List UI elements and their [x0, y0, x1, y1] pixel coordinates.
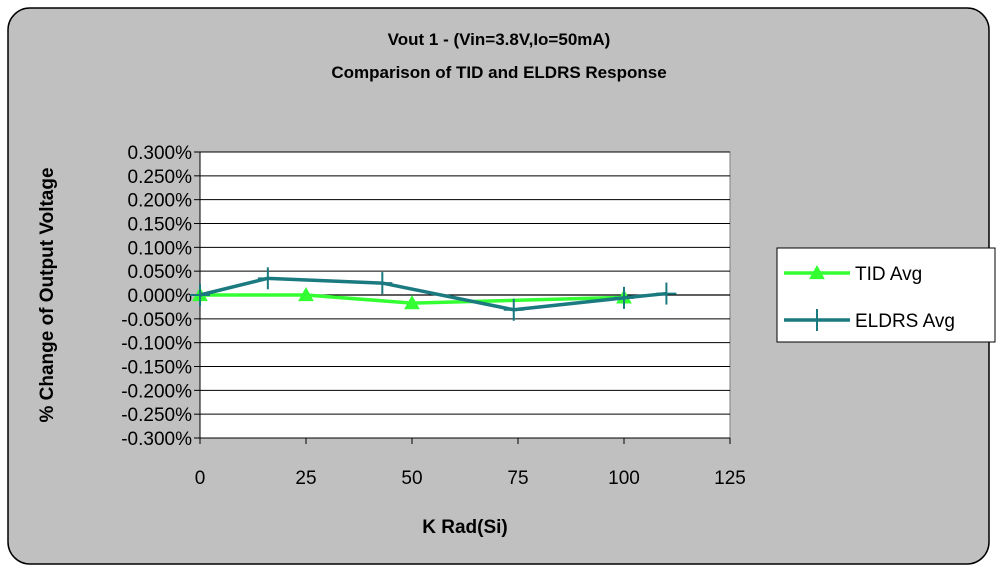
legend: TID Avg ELDRS Avg [784, 264, 955, 332]
legend-entry: TID Avg [784, 264, 922, 285]
x-tick-label: 25 [295, 468, 316, 489]
legend-label: ELDRS Avg [855, 311, 955, 332]
y-tick-label: 0.150% [128, 215, 193, 236]
x-tick-label: 125 [714, 468, 746, 489]
y-tick-label: -0.250% [121, 405, 192, 426]
x-tick-label: 75 [507, 468, 528, 489]
y-tick-label: 0.200% [128, 191, 193, 212]
y-tick-label: 0.300% [128, 143, 193, 164]
x-tick-label: 100 [608, 468, 640, 489]
series-line [200, 293, 625, 305]
data-point-marker [809, 264, 825, 280]
y-axis-title: % Change of Output Voltage [37, 167, 58, 422]
y-tick-label: 0.250% [128, 167, 193, 188]
series-layer [190, 267, 677, 321]
legend-box [776, 247, 996, 343]
y-tick-label: 0.100% [128, 238, 193, 259]
x-axis-title: K Rad(Si) [422, 517, 508, 538]
chart-title-line-2: Comparison of TID and ELDRS Response [331, 63, 666, 82]
y-tick-label: -0.200% [121, 381, 192, 402]
x-tick-label: 0 [195, 468, 206, 489]
y-tick-label: -0.100% [121, 334, 192, 355]
y-tick-label: -0.150% [121, 358, 192, 379]
chart-title-line-1: Vout 1 - (Vin=3.8V,Io=50mA) [388, 30, 611, 49]
data-point-marker [404, 295, 420, 310]
data-point-marker [298, 286, 314, 302]
legend-label: TID Avg [855, 264, 922, 285]
y-tick-label: -0.050% [121, 310, 192, 331]
y-tick-label: -0.300% [121, 429, 192, 450]
y-tick-label: 0.000% [128, 286, 193, 307]
x-tick-labels: 0 25 50 75 100 125 [195, 468, 746, 489]
x-tick-label: 50 [401, 468, 422, 489]
legend-entry: ELDRS Avg [784, 309, 955, 332]
series-eldrs-avg [190, 267, 677, 321]
y-tick-label: 0.050% [128, 262, 193, 283]
y-tick-labels: 0.300% 0.250% 0.200% 0.150%0.100% 0.050% 0.00… [121, 143, 192, 450]
